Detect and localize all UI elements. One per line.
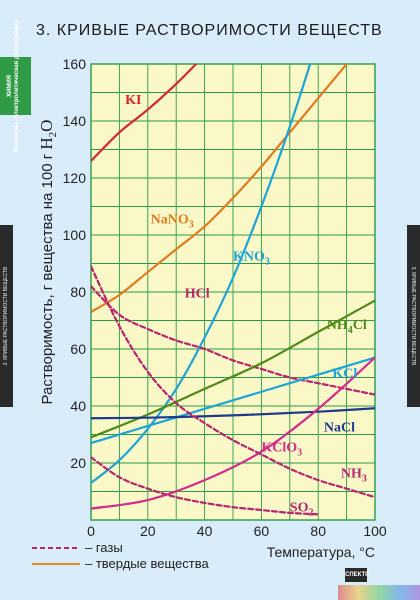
series-label-so2: SO2 [290, 500, 314, 518]
series-label-kclo3: KClO3 [261, 441, 302, 459]
series-line-kno3 [91, 64, 312, 485]
series-label-nacl: NaCl [324, 421, 355, 436]
y-tick-label: 60 [70, 341, 86, 357]
side-strip-left: 3. КРИВЫЕ РАСТВОРИМОСТИ ВЕЩЕСТВ [0, 225, 13, 407]
series-line-kcl [91, 356, 375, 445]
y-tick-label: 120 [63, 170, 87, 186]
series-label-kno3: KNO3 [233, 250, 270, 268]
series-line-kclo3 [91, 356, 375, 510]
series-label-nh4cl: NH4Cl [327, 318, 367, 336]
series-line-ki [91, 64, 198, 162]
y-tick-label: 80 [70, 284, 86, 300]
series-line-nh3 [91, 265, 375, 499]
page-title: 3. КРИВЫЕ РАСТВОРИМОСТИ ВЕЩЕСТВ [36, 22, 383, 39]
series-line-nano3 [91, 64, 348, 314]
legend-label: – газы [85, 540, 123, 555]
x-tick-label: 0 [87, 523, 95, 539]
publisher-logo: СПЕКТР [345, 568, 369, 582]
series-label-nano3: NaNO3 [151, 213, 194, 231]
series-label-hcl: HCl [185, 287, 210, 302]
grid [91, 64, 375, 520]
series-line-hcl [91, 285, 375, 396]
series-line-nacl [91, 407, 375, 420]
series-label-kcl: KCl [332, 367, 357, 382]
y-tick-label: 140 [63, 113, 87, 129]
footer-band [338, 585, 420, 600]
side-strip-right: 3. КРИВЫЕ РАСТВОРИМОСТИ ВЕЩЕСТВ [407, 225, 420, 407]
curves [91, 64, 375, 516]
legend-label: – твердые вещества [85, 556, 209, 571]
series-line-so2 [91, 456, 320, 516]
x-tick-label: 60 [254, 523, 270, 539]
series-label-ki: KI [125, 93, 141, 108]
x-tick-label: 40 [197, 523, 213, 539]
y-tick-label: 100 [63, 227, 87, 243]
y-axis-label: Растворимость, г вещества на 100 г H2O [37, 120, 59, 405]
subject-strip: ХИМИЯ Растворы. Электролитическая диссоц… [0, 20, 31, 152]
x-tick-label: 100 [363, 523, 387, 539]
y-tick-label: 20 [70, 455, 86, 471]
x-tick-label: 80 [310, 523, 326, 539]
series-line-nh4cl [91, 299, 375, 439]
x-tick-label: 20 [140, 523, 156, 539]
y-tick-label: 160 [63, 56, 87, 72]
series-label-nh3: NH3 [341, 466, 367, 484]
x-axis-label: Температура, °C [267, 544, 375, 560]
y-tick-label: 40 [70, 398, 86, 414]
